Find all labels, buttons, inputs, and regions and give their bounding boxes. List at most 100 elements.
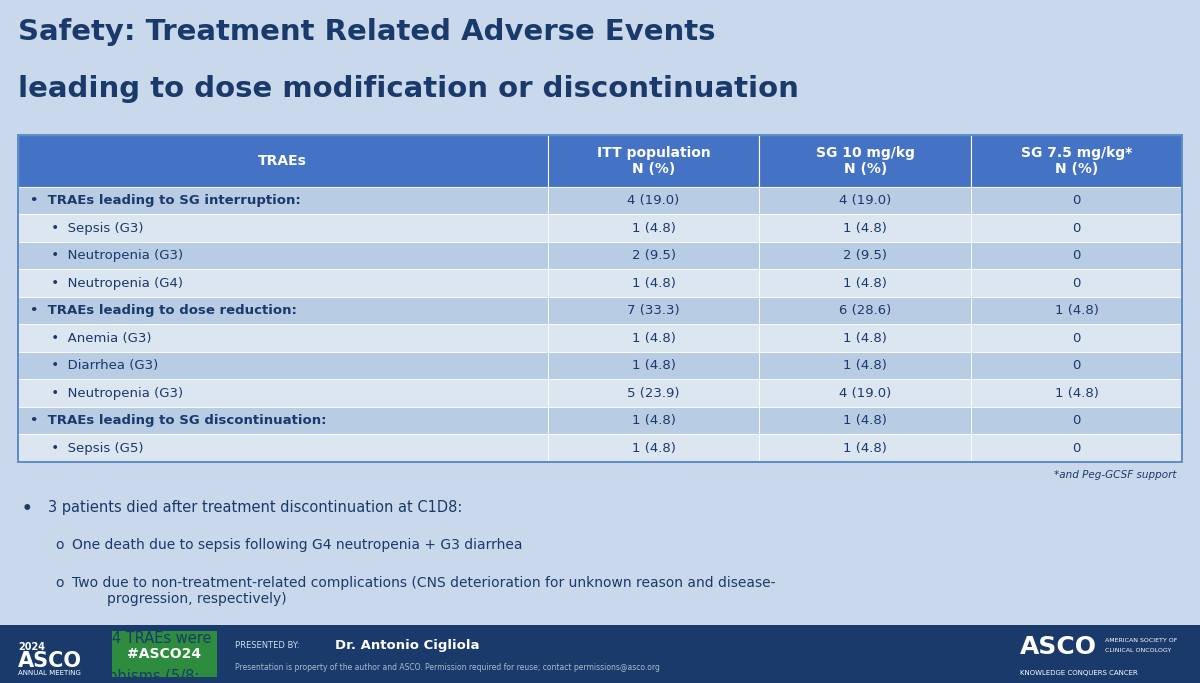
Text: 1 (4.8): 1 (4.8)	[844, 222, 887, 235]
Bar	[971, 214, 1182, 242]
Bar	[547, 187, 760, 214]
Text: •  Sepsis (G5): • Sepsis (G5)	[30, 442, 144, 455]
Bar	[547, 242, 760, 270]
Bar	[760, 187, 971, 214]
Bar	[971, 135, 1182, 187]
Bar	[760, 270, 971, 297]
Text: polymorphisms (5/8;: polymorphisms (5/8;	[48, 669, 204, 683]
Text: 4 (19.0): 4 (19.0)	[839, 194, 892, 207]
Bar	[18, 214, 547, 242]
Text: 0: 0	[1073, 415, 1081, 428]
Text: 1 (4.8): 1 (4.8)	[844, 332, 887, 345]
Bar	[547, 214, 760, 242]
Bar	[18, 297, 547, 324]
Text: 0: 0	[1073, 332, 1081, 345]
Text: •  TRAEs leading to SG interruption:: • TRAEs leading to SG interruption:	[30, 194, 301, 207]
Text: Dr. Antonio Cigliola: Dr. Antonio Cigliola	[335, 639, 480, 652]
Text: •: •	[22, 500, 32, 518]
Text: 1 (4.8): 1 (4.8)	[631, 277, 676, 290]
Text: •: •	[22, 631, 32, 649]
Bar	[760, 407, 971, 434]
Bar	[971, 407, 1182, 434]
Text: SG 10 mg/kg
N (%): SG 10 mg/kg N (%)	[816, 146, 914, 176]
Bar	[18, 407, 547, 434]
Bar	[18, 135, 1182, 462]
Text: ): )	[578, 669, 583, 683]
Bar	[971, 187, 1182, 214]
Text: KNOWLEDGE CONQUERS CANCER: KNOWLEDGE CONQUERS CANCER	[1020, 670, 1138, 676]
Text: 4 (19.0): 4 (19.0)	[839, 387, 892, 400]
Bar	[971, 324, 1182, 352]
Text: 5 (23.9): 5 (23.9)	[628, 387, 679, 400]
Text: 1 (4.8): 1 (4.8)	[631, 415, 676, 428]
Text: •  Neutropenia (G4): • Neutropenia (G4)	[30, 277, 182, 290]
Bar	[760, 352, 971, 380]
Text: 1 (4.8): 1 (4.8)	[631, 332, 676, 345]
Text: •  Sepsis (G3): • Sepsis (G3)	[30, 222, 144, 235]
Text: •  Anemia (G3): • Anemia (G3)	[30, 332, 151, 345]
Text: 2 (9.5): 2 (9.5)	[631, 249, 676, 262]
Bar	[547, 407, 760, 434]
Text: CLINICAL ONCOLOGY: CLINICAL ONCOLOGY	[1105, 648, 1171, 654]
Text: 3 patients died after treatment discontinuation at C1D8:: 3 patients died after treatment disconti…	[48, 500, 462, 515]
Text: leading to dose modification or discontinuation: leading to dose modification or disconti…	[18, 75, 799, 103]
Text: 1 (4.8): 1 (4.8)	[631, 359, 676, 372]
Text: AMERICAN SOCIETY OF: AMERICAN SOCIETY OF	[1105, 637, 1177, 643]
Bar	[547, 324, 760, 352]
Text: SG 7.5 mg/kg*
N (%): SG 7.5 mg/kg* N (%)	[1021, 146, 1133, 176]
Bar	[18, 242, 547, 270]
Bar	[971, 242, 1182, 270]
Bar	[971, 352, 1182, 380]
Text: One death due to sepsis following G4 neutropenia + G3 diarrhea: One death due to sepsis following G4 neu…	[72, 538, 522, 552]
Text: o: o	[55, 538, 64, 552]
Text: *and Peg-GCSF support: *and Peg-GCSF support	[1055, 470, 1177, 480]
Bar	[18, 187, 547, 214]
Bar	[971, 380, 1182, 407]
Text: •  Neutropenia (G3): • Neutropenia (G3)	[30, 249, 184, 262]
Text: Presentation is property of the author and ASCO. Permission required for reuse; : Presentation is property of the author a…	[235, 663, 660, 671]
Text: 0: 0	[1073, 442, 1081, 455]
Bar	[18, 270, 547, 297]
Bar	[971, 270, 1182, 297]
Text: 1 (4.8): 1 (4.8)	[844, 415, 887, 428]
Text: 1 (4.8): 1 (4.8)	[844, 359, 887, 372]
Bar	[0, 625, 1200, 683]
Text: 6 (28.6): 6 (28.6)	[839, 304, 892, 317]
Bar	[547, 270, 760, 297]
Bar	[760, 214, 971, 242]
Text: PRESENTED BY:: PRESENTED BY:	[235, 641, 300, 650]
Text: TRAEs: TRAEs	[258, 154, 307, 168]
Text: 0: 0	[1073, 194, 1081, 207]
Text: 0: 0	[1073, 222, 1081, 235]
Bar	[760, 380, 971, 407]
Text: ANNUAL MEETING: ANNUAL MEETING	[18, 670, 80, 676]
Bar	[547, 380, 760, 407]
Text: 62.5%: 62.5%	[234, 669, 284, 683]
Bar	[760, 324, 971, 352]
Text: •  Diarrhea (G3): • Diarrhea (G3)	[30, 359, 158, 372]
Text: Two due to non-treatment-related complications (CNS deterioration for unknown re: Two due to non-treatment-related complic…	[72, 576, 775, 607]
Text: •  Neutropenia (G3): • Neutropenia (G3)	[30, 387, 184, 400]
Bar	[760, 135, 971, 187]
Text: ITT population
N (%): ITT population N (%)	[596, 146, 710, 176]
Bar	[971, 434, 1182, 462]
Text: 20%: 20%	[550, 669, 586, 683]
Text: 1 (4.8): 1 (4.8)	[631, 442, 676, 455]
Text: 2024: 2024	[18, 642, 46, 652]
Bar	[760, 434, 971, 462]
Bar	[112, 631, 217, 677]
Text: ASCO: ASCO	[18, 651, 82, 671]
Text: 1 (4.8): 1 (4.8)	[1055, 304, 1098, 317]
Bar	[547, 434, 760, 462]
Text: 1 (4.8): 1 (4.8)	[631, 222, 676, 235]
Bar	[971, 297, 1182, 324]
Text: 1 (4.8): 1 (4.8)	[1055, 387, 1098, 400]
Bar	[18, 324, 547, 352]
Bar	[547, 135, 760, 187]
Text: ) vs wild-type status (2/10;: ) vs wild-type status (2/10;	[281, 669, 482, 683]
Text: •  TRAEs leading to dose reduction:: • TRAEs leading to dose reduction:	[30, 304, 296, 317]
Text: •  TRAEs leading to SG discontinuation:: • TRAEs leading to SG discontinuation:	[30, 415, 326, 428]
Bar	[18, 434, 547, 462]
Bar	[547, 297, 760, 324]
Text: 0: 0	[1073, 277, 1081, 290]
